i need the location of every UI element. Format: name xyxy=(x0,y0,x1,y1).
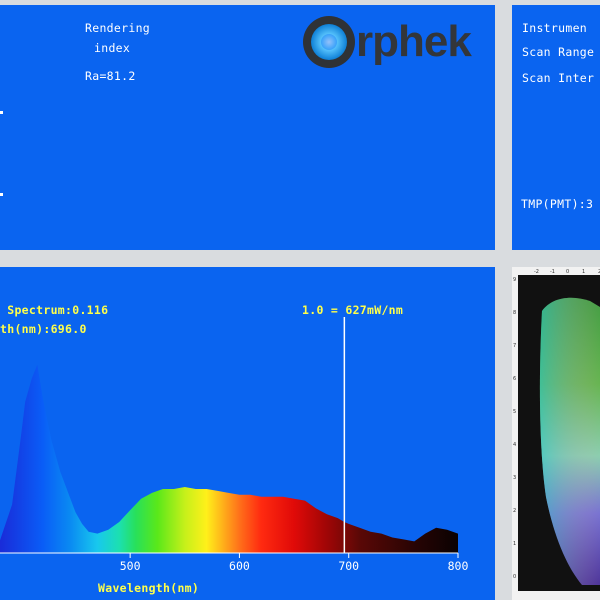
spectrum-info-line2: th(nm):696.0 xyxy=(0,322,87,336)
cie-top-tick-label: 1 xyxy=(582,269,585,275)
scale-label: 1.0 = 627mW/nm xyxy=(302,303,404,317)
cie-left-tick-label: 2 xyxy=(513,508,516,514)
cie-top-tick-label: -2 xyxy=(534,269,539,275)
cie-locus-overlay xyxy=(539,297,600,585)
instrument-line: Instrumen xyxy=(522,21,588,35)
cie-left-tick-label: 3 xyxy=(513,475,516,481)
cie-left-tick-label: 9 xyxy=(513,277,516,283)
left-edge-tick-mark xyxy=(0,193,3,196)
rendering-index-panel: Rendering index Ra=81.2 xyxy=(0,5,495,250)
x-tick-label: 500 xyxy=(120,559,141,573)
cie-left-tick-label: 5 xyxy=(513,409,516,415)
cie-top-tick-label: -1 xyxy=(550,269,555,275)
cie-left-tick-label: 8 xyxy=(513,310,516,316)
ra-value: Ra=81.2 xyxy=(85,69,136,83)
cie-left-tick-label: 6 xyxy=(513,376,516,382)
logo-text: rphek xyxy=(356,17,472,66)
orphek-logo: rphek xyxy=(303,16,473,68)
cie-top-tick-label: 2 xyxy=(598,269,600,275)
spectrum-panel: 500 600 700 800 Spectrum:0.116 th(nm):696.0… xyxy=(0,267,495,600)
cie-top-tick-label: 0 xyxy=(566,269,569,275)
left-edge-tick-mark xyxy=(0,111,3,114)
cie-left-tick-label: 7 xyxy=(513,343,516,349)
scan-range-line: Scan Range xyxy=(522,45,595,59)
cie-diagram-panel: -2 -1 0 1 2 9 8 7 6 5 4 3 2 1 0 xyxy=(512,267,600,600)
cie-left-tick-label: 0 xyxy=(513,574,516,580)
spectrum-area xyxy=(0,364,458,553)
cie-left-tick-label: 1 xyxy=(513,541,516,547)
scan-interval-line: Scan Inter xyxy=(522,71,595,85)
rendering-title-line1: Rendering xyxy=(85,21,151,35)
instrument-panel: Instrumen Scan Range Scan Inter TMP(PMT)… xyxy=(512,5,600,250)
cie-left-tick-label: 4 xyxy=(513,442,516,448)
rendering-title-line2: index xyxy=(94,41,131,55)
x-tick-label: 600 xyxy=(229,559,250,573)
spectrum-info-line1: Spectrum:0.116 xyxy=(0,303,109,317)
x-axis-label: Wavelength(nm) xyxy=(98,581,200,595)
x-tick-label: 700 xyxy=(338,559,359,573)
cie-tick-labels: -2 -1 0 1 2 9 8 7 6 5 4 3 2 1 0 xyxy=(513,269,600,580)
x-tick-label: 800 xyxy=(448,559,469,573)
spectrum-chart: 500 600 700 800 xyxy=(0,317,469,573)
tmp-pmt-line: TMP(PMT):3 xyxy=(521,197,594,211)
